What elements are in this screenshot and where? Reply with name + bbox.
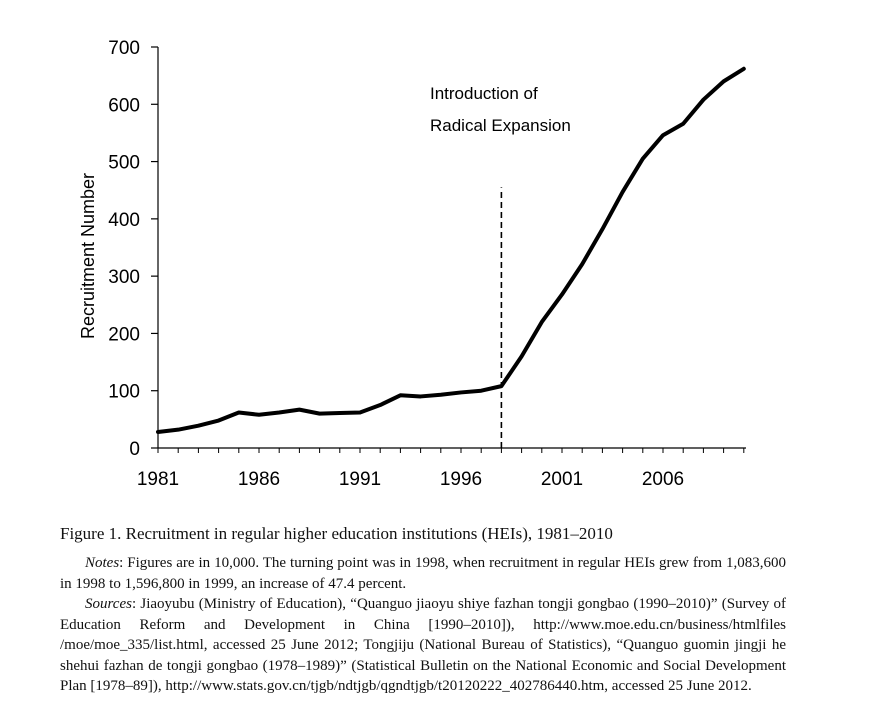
x-tick-label: 1996 — [440, 469, 482, 490]
notes-text: : Figures are in 10,000. The turning poi… — [60, 555, 786, 592]
data-point-1983 — [196, 424, 200, 428]
recruitment-series-line — [156, 66, 746, 434]
sources-paragraph: Sources: Jiaoyubu (Ministry of Education… — [60, 594, 786, 697]
data-point-1997 — [479, 389, 483, 393]
data-point-2002 — [580, 262, 584, 266]
data-point-2000 — [540, 320, 544, 324]
notes-label: Notes — [85, 555, 120, 571]
data-point-2010 — [742, 67, 746, 71]
data-point-1999 — [520, 354, 524, 358]
line-chart: 0 100 200 300 400 500 600 700 1981 1986 1991 1996 2… — [78, 38, 746, 490]
x-tick-label: 1981 — [137, 469, 179, 490]
y-tick-label: 700 — [108, 38, 140, 59]
notes-paragraph: Notes: Figures are in 10,000. The turnin… — [60, 553, 786, 594]
x-tick-label: 2001 — [541, 469, 583, 490]
data-point-1984 — [217, 418, 221, 423]
data-point-1985 — [237, 410, 241, 415]
figure-caption-text: Recruitment in regular higher education … — [121, 524, 613, 543]
data-point-2007 — [681, 122, 685, 126]
data-point-1982 — [176, 428, 180, 432]
data-point-1990 — [338, 411, 342, 415]
sources-label: Sources — [85, 596, 132, 612]
y-tick-label: 600 — [108, 95, 140, 116]
data-point-1989 — [318, 412, 322, 416]
data-point-1991 — [358, 410, 362, 415]
figure-label: Figure 1. — [60, 524, 122, 543]
data-point-1993 — [398, 393, 402, 397]
data-point-1994 — [419, 394, 423, 399]
data-point-2001 — [560, 292, 564, 297]
data-point-1996 — [459, 390, 463, 395]
annotation-line-2: Radical Expansion — [430, 116, 571, 135]
data-point-2004 — [621, 190, 625, 194]
figure-caption: Figure 1. Recruitment in regular higher … — [60, 524, 786, 544]
data-point-1998 — [499, 384, 503, 388]
y-tick-label: 0 — [129, 439, 140, 460]
y-tick-label: 300 — [108, 267, 140, 288]
data-point-2005 — [641, 157, 645, 161]
data-point-1988 — [297, 408, 301, 412]
data-point-1987 — [277, 410, 281, 415]
data-point-1992 — [378, 403, 382, 407]
data-point-1986 — [257, 413, 261, 417]
x-tick-label: 1991 — [339, 469, 381, 490]
y-tick-label: 500 — [108, 153, 140, 174]
sources-text: : Jiaoyubu (Ministry of Education), “Qua… — [60, 596, 786, 694]
x-tick-label: 1986 — [238, 469, 280, 490]
y-tick-label: 100 — [108, 382, 140, 403]
data-point-2006 — [661, 133, 665, 137]
data-point-2009 — [722, 79, 726, 83]
y-tick-label: 400 — [108, 210, 140, 231]
y-tick-label: 200 — [108, 324, 140, 345]
x-tick-label: 2006 — [642, 469, 684, 490]
annotation-line-1: Introduction of — [430, 84, 538, 103]
data-point-1981 — [156, 430, 160, 434]
data-point-2003 — [600, 227, 605, 231]
data-point-1995 — [439, 393, 443, 397]
y-axis-label: Recruitment Number — [78, 173, 98, 339]
data-point-2008 — [701, 98, 706, 102]
